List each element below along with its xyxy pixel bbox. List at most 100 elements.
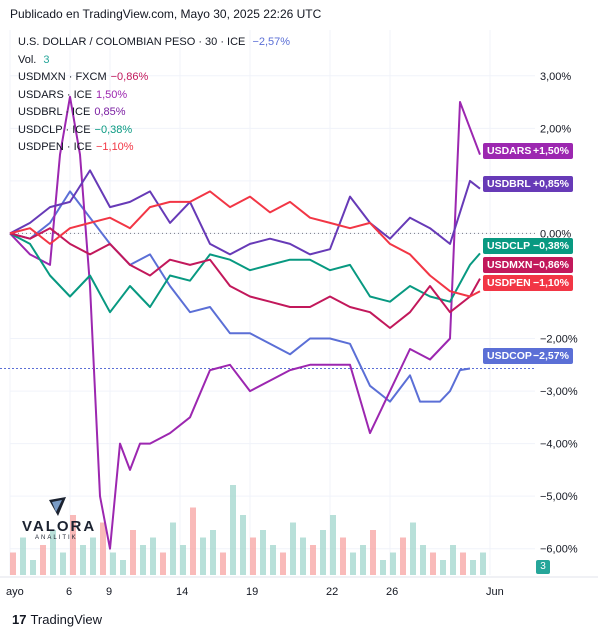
price-tag-symbol: USDPEN: [487, 277, 531, 289]
volume-bar: [350, 552, 356, 575]
x-tick-label: 9: [106, 586, 112, 598]
legend-item[interactable]: USDCLP · ICE −0,38%: [18, 122, 290, 140]
publisher-line: Publicado en TradingView.com, Mayo 30, 2…: [10, 7, 322, 21]
volume-bar: [460, 552, 466, 575]
volume-value: 3: [43, 53, 50, 66]
volume-bar: [380, 560, 386, 575]
volume-bar: [300, 537, 306, 575]
x-axis-ticks: ayo 6 9 14 19 22 26 Jun: [0, 576, 598, 598]
price-tag-symbol: USDARS: [487, 145, 532, 157]
volume-bar: [70, 515, 76, 575]
y-tick-label: 0,00%: [540, 228, 571, 240]
price-tag-symbol: USDCOP: [487, 350, 532, 362]
y-tick-label: −4,00%: [540, 439, 578, 451]
volume-label: Vol.: [18, 53, 37, 66]
volume-bar: [150, 537, 156, 575]
volume-bar: [310, 545, 316, 575]
series-usdars-line: [9, 95, 481, 550]
price-tag-value: +0,85%: [533, 178, 569, 190]
footer[interactable]: 17 TradingView: [12, 612, 102, 627]
volume-bar: [30, 560, 36, 575]
volume-bar: [110, 552, 116, 575]
volume-bar: [280, 552, 286, 575]
volume-bar: [400, 537, 406, 575]
price-tag-usdclp[interactable]: USDCLP −0,38%: [483, 238, 573, 254]
price-tag-symbol: USDMXN: [487, 259, 533, 271]
valora-logo-sub: ANALITIK: [35, 535, 78, 541]
volume-bar: [210, 530, 216, 575]
x-tick-label: Jun: [486, 586, 504, 598]
y-tick-label: −2,00%: [540, 334, 578, 346]
series-usdclp-line: [9, 232, 481, 314]
series-usdbrl-line: [9, 169, 481, 256]
legend-item[interactable]: USDBRL · ICE 0,85%: [18, 104, 290, 122]
volume-bar: [20, 537, 26, 575]
legend-item-change: −0,38%: [94, 123, 133, 136]
x-tick-label: 22: [326, 586, 338, 598]
volume-bar: [360, 545, 366, 575]
price-tag-usdbrl[interactable]: USDBRL +0,85%: [483, 176, 573, 192]
volume-bar: [40, 545, 46, 575]
volume-bar: [90, 537, 96, 575]
series-lines: [9, 95, 481, 550]
y-tick-label: −5,00%: [540, 491, 578, 503]
legend-item-label: USDARS · ICE: [18, 88, 92, 101]
volume-bar: [190, 507, 196, 575]
legend-item[interactable]: USDARS · ICE 1,50%: [18, 87, 290, 105]
volume-bar: [120, 560, 126, 575]
price-tag-usdmxn[interactable]: USDMXN−0,86%: [483, 257, 573, 273]
legend-item-label: USDBRL · ICE: [18, 106, 91, 118]
series-usdcop-line: [9, 190, 471, 403]
main-change: −2,57%: [252, 36, 291, 48]
price-tag-usdpen[interactable]: USDPEN −1,10%: [483, 275, 573, 291]
volume-badge: 3: [536, 560, 550, 574]
price-tag-value: −1,10%: [533, 277, 569, 289]
legend-item[interactable]: USDPEN · ICE −1,10%: [18, 139, 290, 157]
volume-bar: [80, 545, 86, 575]
volume-bar: [180, 545, 186, 575]
volume-bar: [470, 560, 476, 575]
legend-item[interactable]: USDMXN · FXCM −0,86%: [18, 69, 290, 87]
footer-brand: TradingView: [30, 612, 103, 627]
volume-bar: [140, 545, 146, 575]
x-tick-label: 6: [66, 586, 72, 598]
volume-bar: [50, 530, 56, 575]
legend-item-change: 1,50%: [95, 88, 128, 101]
volume-bar: [230, 485, 236, 575]
volume-bar: [340, 537, 346, 575]
volume-bar: [450, 545, 456, 575]
x-tick-label: 26: [386, 586, 398, 598]
y-tick-label: −3,00%: [540, 386, 578, 398]
tradingview-logo-icon: 17: [12, 612, 27, 627]
main-symbol[interactable]: U.S. DOLLAR / COLOMBIAN PESO · 30 · ICE: [18, 36, 246, 48]
volume-bar: [330, 515, 336, 575]
volume-bar: [240, 515, 246, 575]
volume-bar: [430, 552, 436, 575]
volume-bar: [60, 552, 66, 575]
volume-bar: [130, 530, 136, 575]
price-tag-value: −0,86%: [533, 259, 569, 271]
price-tag-usdcop[interactable]: USDCOP−2,57%: [483, 348, 573, 364]
volume-bar: [220, 552, 226, 575]
series-usdpen-line: [9, 190, 481, 298]
volume-bar: [390, 552, 396, 575]
volume-bars: [10, 485, 486, 575]
legend-main: U.S. DOLLAR / COLOMBIAN PESO · 30 · ICE …: [18, 34, 290, 52]
y-tick-label: 3,00%: [540, 71, 571, 83]
valora-logo-text: VALORA: [22, 518, 97, 535]
legend-item-change: −0,86%: [110, 71, 149, 83]
price-tag-usdars[interactable]: USDARS +1,50%: [483, 143, 573, 159]
x-tick-label: 19: [246, 586, 258, 598]
y-tick-label: 2,00%: [540, 123, 571, 135]
volume-bar: [10, 552, 16, 575]
volume-bar: [410, 522, 416, 575]
volume-bar: [320, 530, 326, 575]
volume-bar: [440, 560, 446, 575]
x-tick-label: ayo: [6, 586, 24, 598]
volume-bar: [160, 552, 166, 575]
legend: U.S. DOLLAR / COLOMBIAN PESO · 30 · ICE …: [18, 34, 290, 157]
legend-item-change: −1,10%: [95, 141, 134, 153]
legend-item-label: USDMXN · FXCM: [18, 71, 107, 83]
volume-bar: [420, 545, 426, 575]
